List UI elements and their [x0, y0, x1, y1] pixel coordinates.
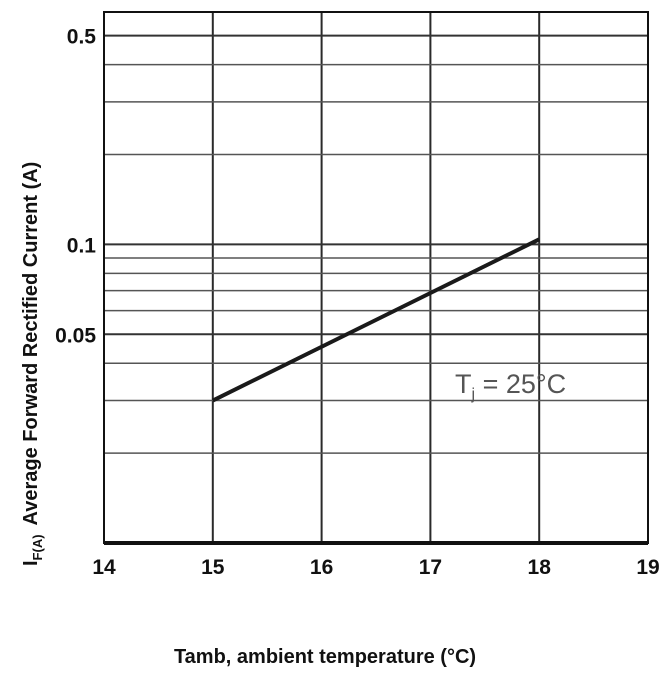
x-tick-label: 19	[636, 556, 659, 579]
y-tick-label: 0.05	[55, 324, 96, 347]
x-tick-label: 15	[201, 556, 225, 579]
junction-temperature-annotation: Tj = 25°C	[455, 369, 566, 403]
y-tick-label: 0.1	[67, 234, 97, 257]
x-tick-label: 14	[92, 556, 116, 579]
x-axis-title: Tamb, ambient temperature (°C)	[174, 646, 476, 668]
annotation-subscript: j	[471, 386, 476, 403]
horizontal-gridlines	[104, 34, 648, 454]
annotation-suffix: = 25°C	[475, 369, 566, 399]
series-line	[211, 237, 541, 403]
annotation-prefix: T	[455, 369, 472, 399]
vertical-gridlines	[103, 12, 649, 543]
x-tick-label: 17	[419, 556, 442, 579]
y-tick-label: 0.5	[67, 26, 97, 49]
x-tick-label: 16	[310, 556, 333, 579]
x-tick-label: 18	[528, 556, 552, 579]
y-axis-symbol-subscript: F(A)	[30, 534, 45, 560]
y-axis-title: IF(A) Average Forward Rectified Current (…	[20, 162, 45, 566]
series-layer	[211, 237, 541, 403]
y-tick-labels: 0.5 0.1 0.05	[55, 26, 96, 348]
y-axis-text: Average Forward Rectified Current (A)	[20, 162, 42, 526]
y-axis-symbol: I	[20, 560, 42, 566]
plot-frame	[103, 11, 649, 544]
x-tick-labels: 14 15 16 17 18 19	[92, 556, 659, 579]
